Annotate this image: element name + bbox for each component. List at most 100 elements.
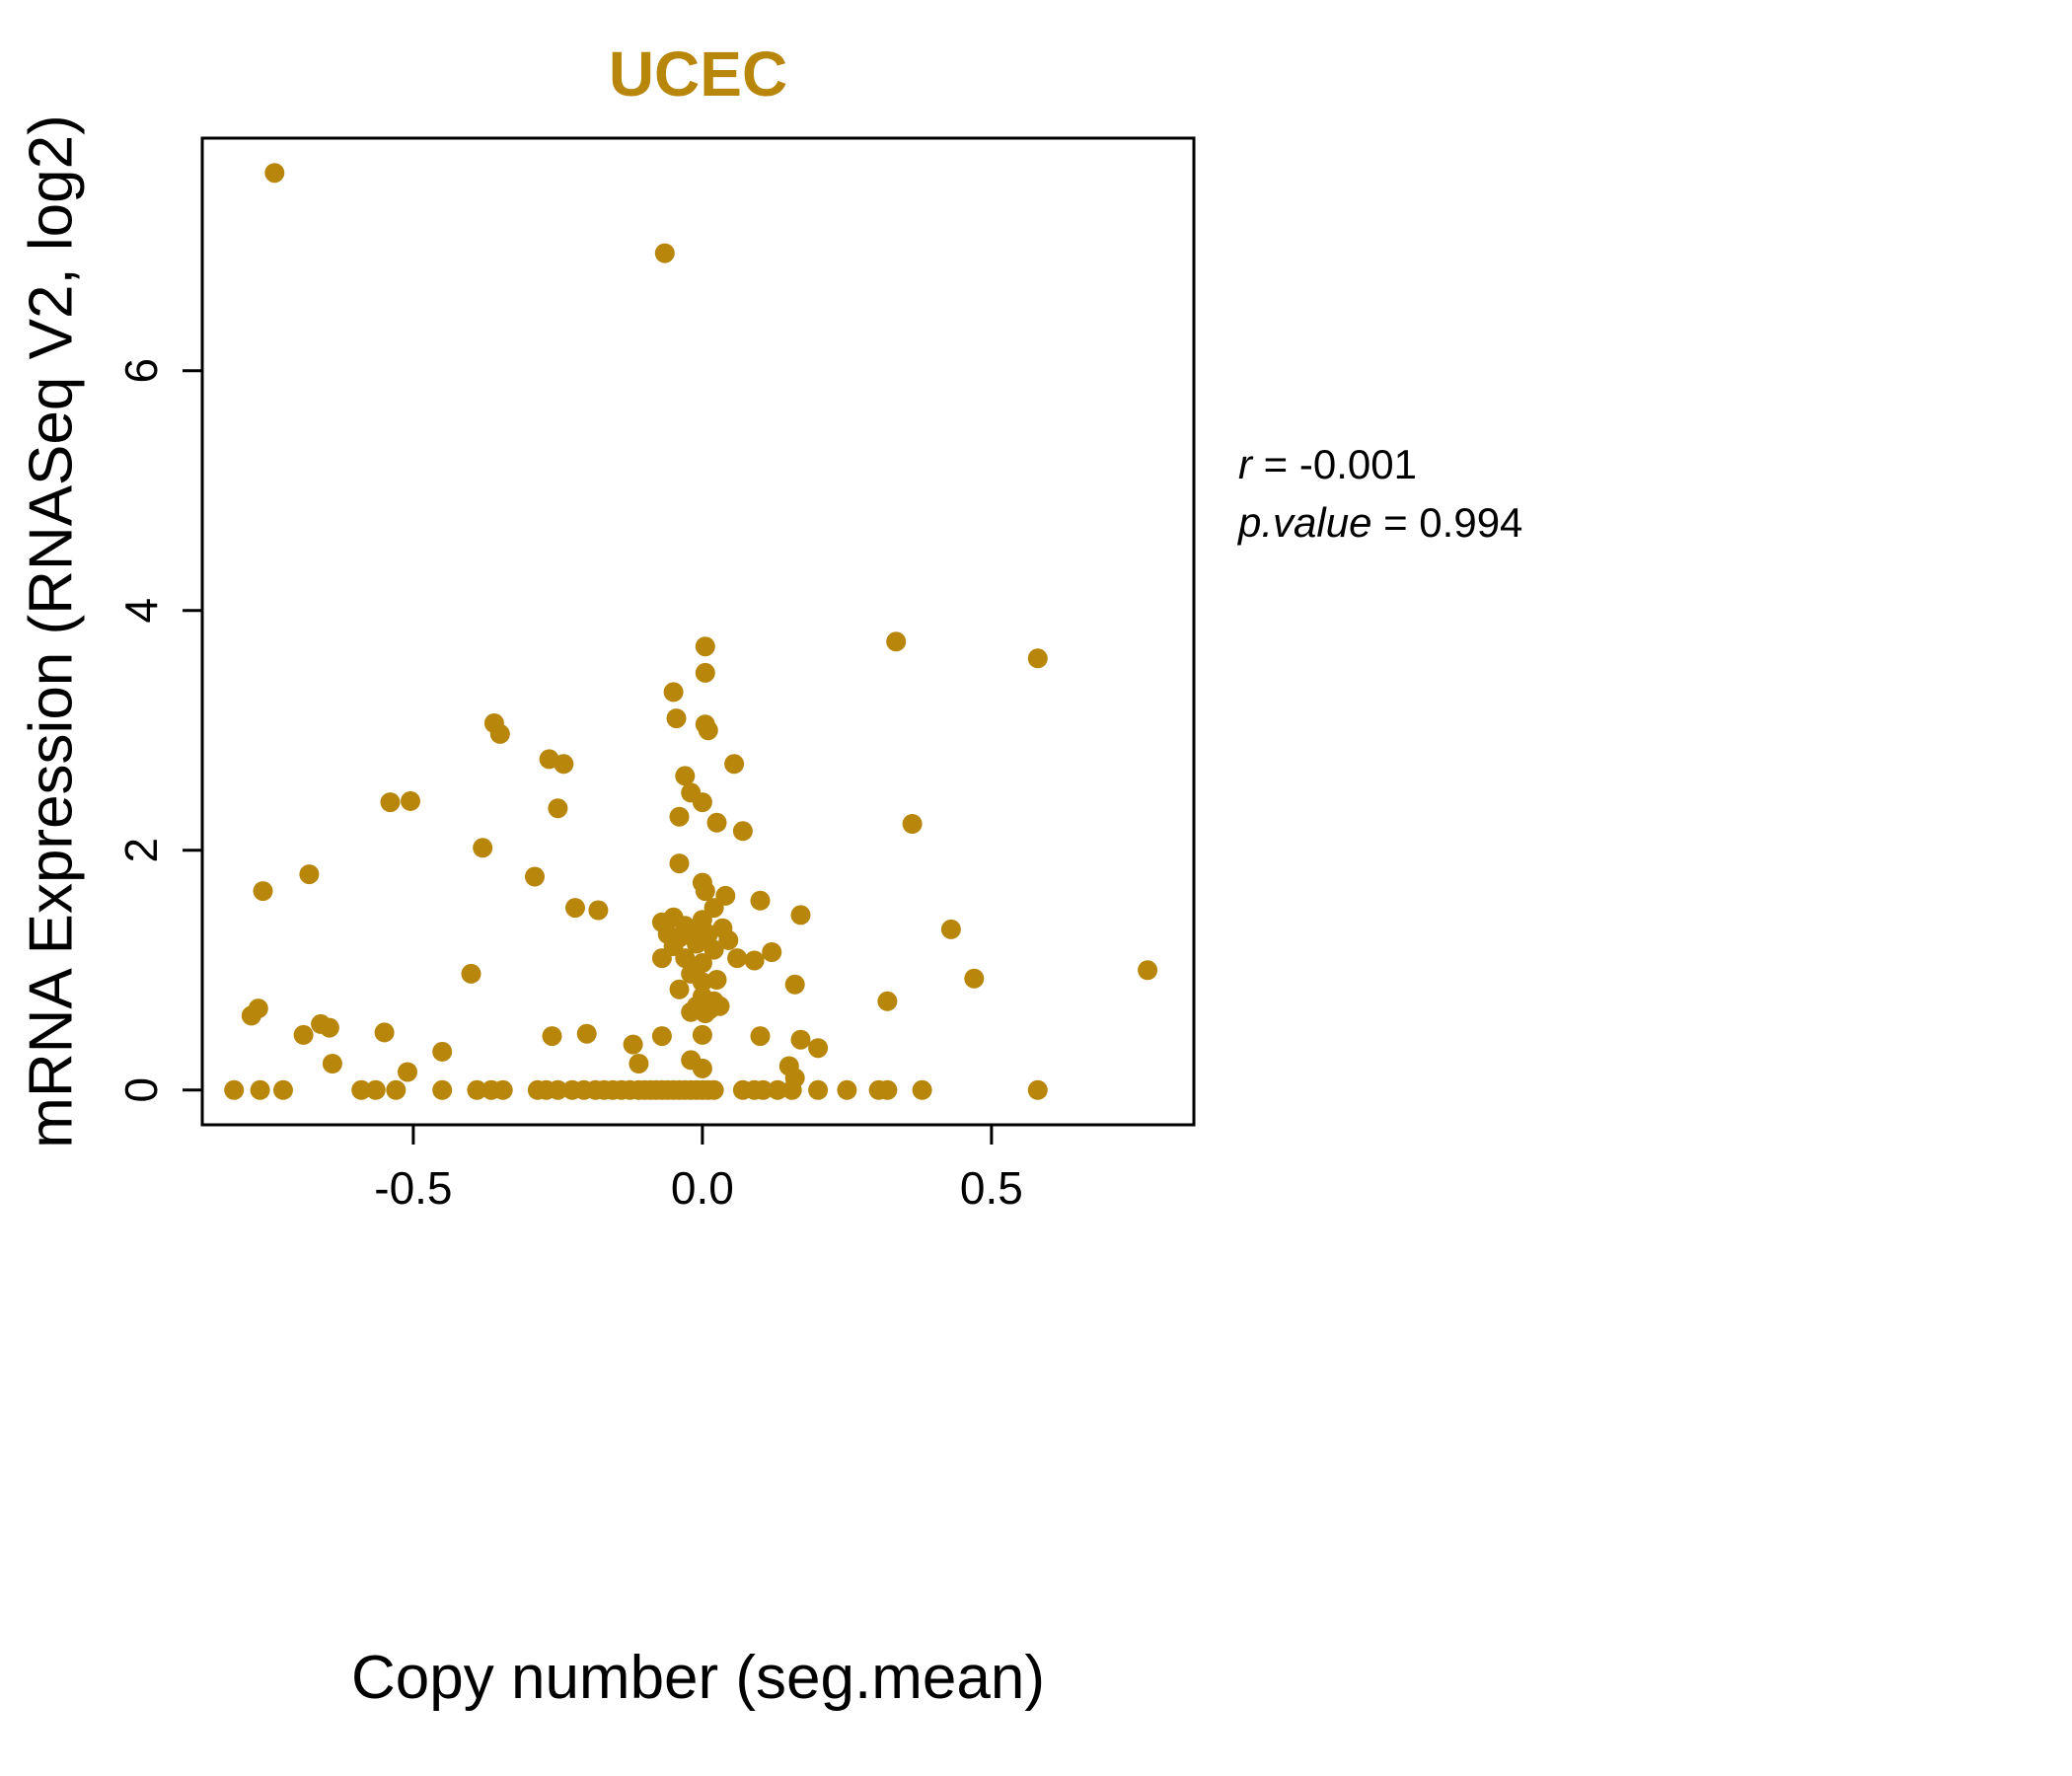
- data-point: [695, 662, 715, 683]
- data-point: [467, 1079, 487, 1100]
- data-point: [706, 970, 727, 990]
- data-point: [692, 1024, 712, 1045]
- data-point: [264, 163, 285, 184]
- data-point: [695, 881, 715, 902]
- data-point: [380, 792, 401, 813]
- data-point: [687, 933, 706, 954]
- data-point: [374, 1022, 395, 1043]
- data-point: [808, 1079, 829, 1100]
- data-point: [675, 766, 696, 786]
- data-point: [548, 798, 568, 819]
- data-point: [768, 1079, 788, 1100]
- data-point: [706, 812, 727, 833]
- data-point: [398, 1062, 417, 1082]
- data-point: [750, 890, 771, 911]
- r-label: r: [1238, 441, 1252, 487]
- data-point: [461, 963, 481, 984]
- data-point: [492, 1079, 513, 1100]
- data-point: [744, 950, 765, 971]
- data-point: [666, 708, 687, 729]
- data-point: [623, 1034, 643, 1055]
- data-point: [351, 1079, 372, 1100]
- data-point: [703, 939, 724, 960]
- correlation-annotation: r = -0.001 p.value = 0.994: [1238, 436, 1522, 553]
- data-point: [432, 1079, 453, 1100]
- y-axis-label: mRNA Expression (RNASeq V2, log2): [17, 114, 86, 1148]
- data-point: [940, 919, 961, 939]
- p-value-line: p.value = 0.994: [1238, 494, 1522, 553]
- data-point: [902, 814, 923, 834]
- data-point: [675, 948, 696, 969]
- data-point: [651, 948, 672, 969]
- data-point: [401, 790, 420, 811]
- data-point: [808, 1038, 829, 1059]
- data-point: [365, 1079, 386, 1100]
- data-point: [912, 1079, 932, 1100]
- data-point: [886, 631, 907, 652]
- data-point: [762, 942, 782, 962]
- data-point: [718, 929, 739, 950]
- data-point: [1027, 648, 1048, 669]
- y-tick-label: 2: [115, 838, 167, 863]
- data-point: [386, 1079, 407, 1100]
- data-point: [548, 1079, 568, 1100]
- data-point: [669, 979, 690, 999]
- p-value-label: p.value: [1238, 498, 1372, 546]
- data-point: [669, 806, 690, 827]
- data-point: [473, 838, 493, 858]
- data-point: [542, 1026, 562, 1047]
- data-point: [727, 948, 748, 969]
- data-point: [322, 1054, 342, 1073]
- data-point: [588, 900, 609, 921]
- x-tick-label: 0.5: [960, 1162, 1023, 1214]
- data-point: [565, 898, 585, 919]
- data-point: [964, 968, 985, 989]
- data-point: [695, 1003, 715, 1023]
- data-point: [750, 1026, 771, 1047]
- chart-title: UCEC: [608, 38, 788, 110]
- data-point: [554, 754, 574, 775]
- r-value: = -0.001: [1252, 441, 1417, 487]
- data-point: [877, 1079, 898, 1100]
- correlation-r-line: r = -0.001: [1238, 436, 1522, 494]
- x-axis-label: Copy number (seg.mean): [351, 1644, 1045, 1712]
- data-point: [224, 1079, 245, 1100]
- data-point: [651, 1026, 672, 1047]
- data-point: [654, 243, 675, 263]
- scatter-plot-canvas: -0.5 0.0 0.5 0 2 4 6: [115, 136, 1196, 1214]
- p-value: = 0.994: [1371, 498, 1523, 546]
- data-point: [781, 1079, 802, 1100]
- x-tick-label: -0.5: [374, 1162, 452, 1214]
- data-point: [629, 1054, 649, 1073]
- data-point: [669, 853, 690, 874]
- x-tick-label: 0.0: [671, 1162, 734, 1214]
- data-point: [790, 905, 811, 925]
- data-point: [784, 974, 805, 995]
- data-point: [692, 792, 712, 813]
- y-tick-label: 6: [115, 358, 167, 384]
- data-point: [877, 991, 898, 1011]
- data-point: [790, 1029, 811, 1050]
- data-point: [432, 1041, 453, 1062]
- data-point: [299, 864, 320, 885]
- data-point: [319, 1017, 339, 1038]
- data-point: [681, 1001, 702, 1022]
- data-point: [703, 1079, 724, 1100]
- y-tick-label: 4: [115, 598, 167, 624]
- data-point: [753, 1079, 774, 1100]
- data-point: [732, 821, 753, 842]
- data-point: [253, 881, 273, 902]
- data-point: [698, 720, 718, 741]
- data-point: [663, 682, 684, 703]
- data-point: [489, 723, 510, 744]
- data-point: [250, 1079, 270, 1100]
- data-point: [1027, 1079, 1048, 1100]
- y-tick-label: 0: [115, 1077, 167, 1103]
- plot-border: [200, 136, 1196, 1127]
- data-point: [837, 1079, 857, 1100]
- data-point: [293, 1024, 314, 1045]
- data-point: [525, 866, 545, 887]
- data-point: [692, 1058, 712, 1078]
- data-points: [224, 163, 1158, 1100]
